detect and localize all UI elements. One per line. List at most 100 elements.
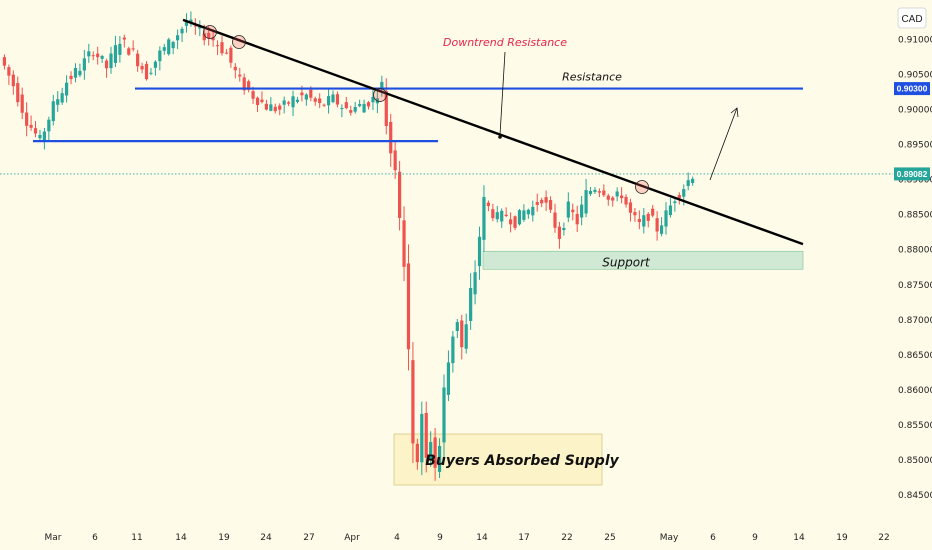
buyers-absorbed-label: Buyers Absorbed Supply bbox=[425, 453, 619, 469]
candle-body bbox=[371, 96, 375, 103]
candle-body bbox=[509, 219, 513, 225]
candle-body bbox=[25, 112, 29, 126]
candle-body bbox=[686, 180, 690, 186]
candle-body bbox=[56, 99, 60, 105]
candle-body bbox=[207, 32, 211, 39]
candle-body bbox=[668, 205, 673, 216]
y-tick-label: 0.89000 bbox=[898, 176, 932, 186]
candle-body bbox=[473, 272, 477, 295]
projection-arrow-head bbox=[730, 107, 739, 118]
candle-body bbox=[566, 201, 570, 218]
candle-body bbox=[429, 442, 433, 461]
candle-body bbox=[131, 48, 135, 50]
candle-body bbox=[2, 57, 7, 66]
candle-body bbox=[406, 263, 411, 350]
candle-body bbox=[415, 443, 419, 463]
candle-body bbox=[144, 63, 149, 80]
candle-body bbox=[180, 28, 184, 34]
candle-body bbox=[659, 225, 664, 234]
candle-body bbox=[411, 360, 415, 444]
currency-badge-label: CAD bbox=[901, 14, 922, 25]
y-tick-label: 0.88500 bbox=[898, 211, 932, 221]
x-tick-label: 14 bbox=[793, 533, 805, 543]
candle-body bbox=[424, 412, 428, 458]
candle-body bbox=[47, 119, 51, 132]
candle-body bbox=[291, 96, 295, 108]
candle-body bbox=[664, 210, 668, 227]
x-tick-label: May bbox=[660, 533, 679, 543]
candle-body bbox=[69, 75, 73, 80]
trend-touch-circle bbox=[635, 180, 649, 194]
candle-body bbox=[562, 227, 566, 231]
candle-body bbox=[593, 189, 597, 192]
y-tick-label: 0.90000 bbox=[898, 106, 932, 116]
candle-body bbox=[104, 60, 109, 69]
candle-body bbox=[136, 53, 140, 67]
candle-body bbox=[615, 191, 619, 197]
candle-body bbox=[82, 58, 86, 71]
candle-body bbox=[322, 104, 326, 106]
candle-body bbox=[335, 94, 340, 105]
candle-body bbox=[7, 67, 11, 76]
candle-body bbox=[171, 42, 175, 49]
candle-body bbox=[620, 195, 624, 199]
projection-arrow bbox=[709, 107, 738, 181]
candle-body bbox=[140, 66, 144, 70]
candle-body bbox=[247, 81, 251, 91]
last-price-label: 0.89082 bbox=[897, 169, 928, 179]
x-tick-label: 6 bbox=[710, 533, 716, 543]
candle-body bbox=[362, 103, 366, 113]
candle-body bbox=[331, 94, 335, 103]
candle-body bbox=[242, 77, 246, 91]
annotations-layer: Downtrend Resistance Resistance Support … bbox=[425, 36, 651, 469]
candle-body bbox=[269, 104, 273, 111]
candle-body bbox=[51, 101, 55, 122]
candle-body bbox=[158, 50, 162, 62]
candle-body bbox=[513, 216, 517, 228]
candle-body bbox=[353, 106, 357, 112]
candle-body bbox=[500, 210, 504, 222]
x-tick-label: Mar bbox=[45, 533, 62, 543]
candle-body bbox=[340, 107, 344, 109]
x-tick-label: 14 bbox=[175, 533, 187, 543]
buyers-absorbed-box bbox=[393, 433, 603, 486]
candle-body bbox=[193, 25, 197, 27]
candle-body bbox=[264, 103, 268, 110]
resistance-price-badge bbox=[894, 82, 930, 96]
candle-body bbox=[557, 226, 562, 239]
candle-body bbox=[548, 200, 553, 210]
candle-body bbox=[16, 83, 20, 103]
x-tick-label: 27 bbox=[303, 533, 314, 543]
candle-body bbox=[464, 324, 468, 349]
candle-body bbox=[287, 102, 291, 104]
price-badges: CAD 0.90300 0.89082 bbox=[894, 7, 930, 181]
trend-touch-circle bbox=[373, 88, 387, 102]
candle-body bbox=[442, 387, 446, 443]
x-tick-label: 19 bbox=[218, 533, 230, 543]
candle-body bbox=[91, 55, 95, 57]
downtrend-resistance-label: Downtrend Resistance bbox=[443, 36, 567, 49]
y-tick-label: 0.88000 bbox=[898, 246, 932, 256]
candle-body bbox=[326, 96, 331, 106]
candle-body bbox=[33, 128, 38, 134]
y-tick-label: 0.91000 bbox=[898, 36, 932, 46]
candle-body bbox=[575, 213, 579, 225]
x-tick-label: 19 bbox=[836, 533, 848, 543]
x-tick-label: 24 bbox=[260, 533, 272, 543]
candle-body bbox=[167, 39, 171, 55]
candle-body bbox=[38, 135, 42, 139]
candle-body bbox=[380, 81, 384, 88]
y-axis: 0.91000 0.90500 0.90000 0.89500 0.89000 0.885… bbox=[898, 36, 932, 501]
candle-body bbox=[460, 320, 464, 348]
candle-body bbox=[202, 33, 206, 41]
candle-body bbox=[389, 121, 393, 154]
candle-body bbox=[655, 218, 659, 232]
candle-body bbox=[176, 35, 180, 41]
candle-body bbox=[273, 106, 277, 112]
candle-body bbox=[122, 37, 126, 40]
candle-body bbox=[20, 94, 24, 113]
levels-layer bbox=[0, 18, 893, 246]
currency-badge[interactable] bbox=[897, 7, 927, 29]
candle-body bbox=[624, 196, 628, 205]
